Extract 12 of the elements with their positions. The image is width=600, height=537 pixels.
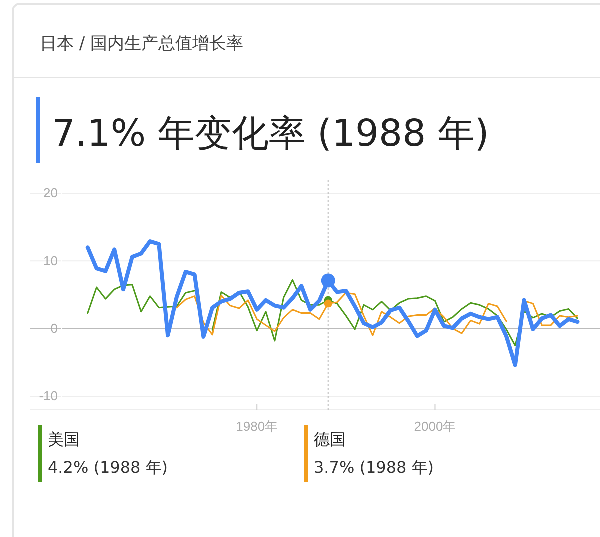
y-tick-label: 10: [44, 253, 58, 268]
x-tick-label: 2000年: [414, 419, 456, 434]
y-tick-label: 20: [44, 186, 58, 201]
text: 4.2% (1988 年): [48, 458, 168, 477]
chart-subtitle: 7.1% 年变化率 (1988 年): [52, 112, 490, 155]
line-series: [86, 240, 580, 368]
legend-label: 美国: [48, 430, 80, 449]
x-tick-label: 1980年: [236, 419, 278, 434]
legend-label: 德国: [314, 430, 346, 449]
text: 3.7% (1988 年): [314, 458, 434, 477]
y-tick-label: -10: [39, 388, 58, 404]
chart-title: 日本 / 国内生产总值增长率: [40, 34, 244, 54]
